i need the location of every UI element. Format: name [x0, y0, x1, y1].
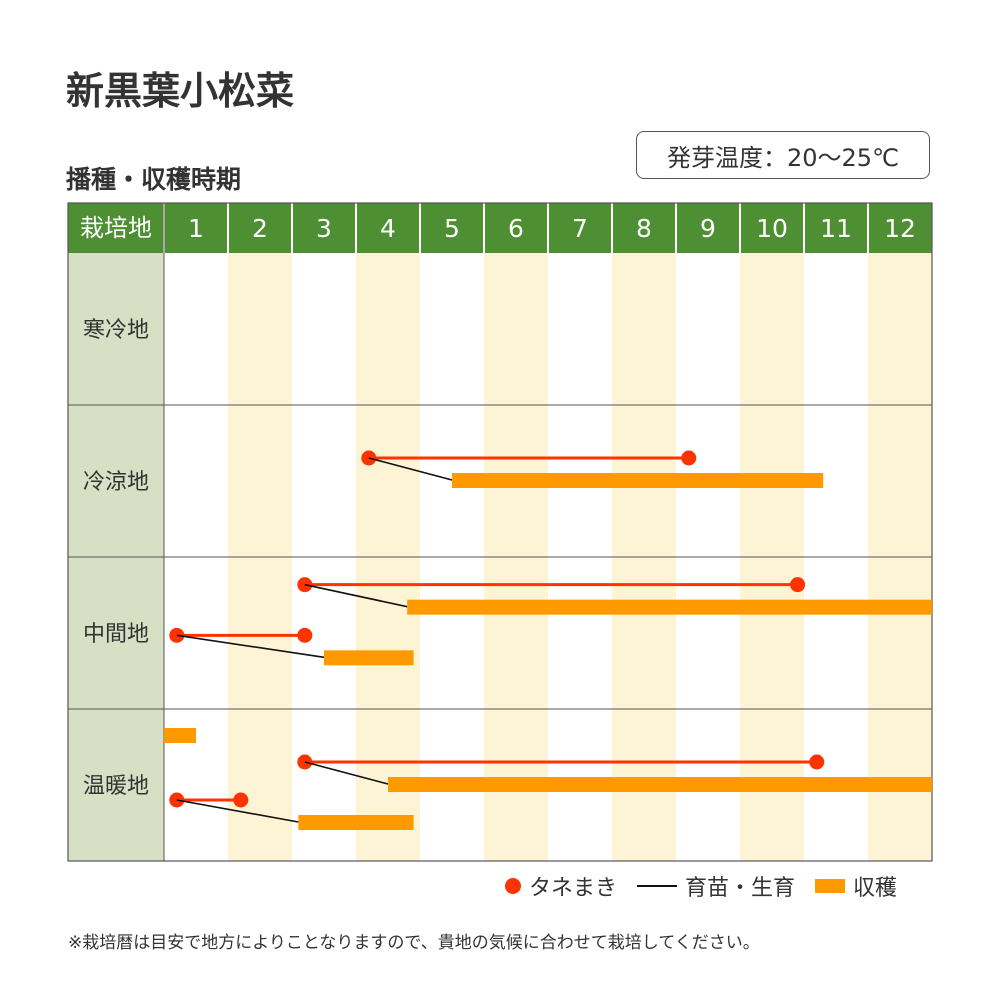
seedling-connector-line: [304, 583, 408, 608]
seedling-connector-line: [304, 761, 389, 785]
harvest-period-bar: [452, 473, 824, 488]
month-label-1: 1: [188, 214, 204, 243]
legend-seedling: 育苗・生育: [637, 870, 795, 902]
chart-legend: タネまき 育苗・生育 収穫: [505, 870, 897, 902]
sowing-end-point: [790, 577, 806, 593]
legend-harvest: 収穫: [815, 870, 897, 902]
harvest-period-bar: [164, 728, 196, 743]
sowing-marker-icon: [505, 878, 521, 894]
legend-sowing: タネまき: [505, 870, 617, 902]
germination-temp-badge: 発芽温度：20～25℃: [636, 131, 930, 179]
month-label-8: 8: [636, 214, 652, 243]
region-cell: [68, 557, 164, 709]
sowing-end-point: [809, 754, 825, 770]
header-bar: [68, 203, 932, 253]
legend-harvest-label: 収穫: [853, 876, 898, 901]
month-label-6: 6: [508, 214, 524, 243]
chart-subtitle: 播種・収穫時期: [66, 165, 242, 194]
page-title: 新黒葉小松菜: [66, 69, 295, 113]
sowing-end-point: [233, 792, 249, 808]
harvest-period-bar: [388, 777, 932, 792]
month-label-3: 3: [316, 214, 332, 243]
legend-sowing-label: タネまき: [529, 876, 618, 901]
seedling-connector-line: [368, 457, 453, 481]
footnote: ※栽培暦は目安で地方によりことなりますので、貴地の気候に合わせて栽培してください…: [68, 933, 760, 953]
seedling-connector-line: [176, 799, 299, 823]
region-label: 温暖地: [83, 774, 149, 799]
region-label: 中間地: [83, 622, 149, 647]
sowing-end-point: [297, 627, 313, 643]
harvest-period-bar: [324, 650, 414, 666]
region-cell: [68, 405, 164, 557]
harvest-bar-icon: [815, 879, 846, 893]
month-label-11: 11: [820, 214, 852, 243]
month-label-9: 9: [700, 214, 716, 243]
seedling-line-icon: [637, 885, 678, 887]
header-region-label: 栽培地: [80, 214, 152, 242]
sowing-end-point: [681, 450, 697, 466]
region-cell: [68, 709, 164, 861]
seedling-connector-line: [176, 634, 325, 659]
legend-seedling-label: 育苗・生育: [685, 876, 796, 901]
harvest-period-bar: [407, 599, 932, 615]
harvest-period-bar: [298, 815, 414, 830]
month-label-10: 10: [756, 214, 788, 243]
month-label-2: 2: [252, 214, 268, 243]
chart-frame: [67, 202, 933, 862]
region-label: 寒冷地: [83, 318, 149, 343]
region-cell: [68, 253, 164, 405]
region-label: 冷涼地: [83, 470, 149, 495]
month-label-7: 7: [572, 214, 588, 243]
month-label-12: 12: [884, 214, 916, 243]
month-label-4: 4: [380, 214, 396, 243]
month-label-5: 5: [444, 214, 460, 243]
